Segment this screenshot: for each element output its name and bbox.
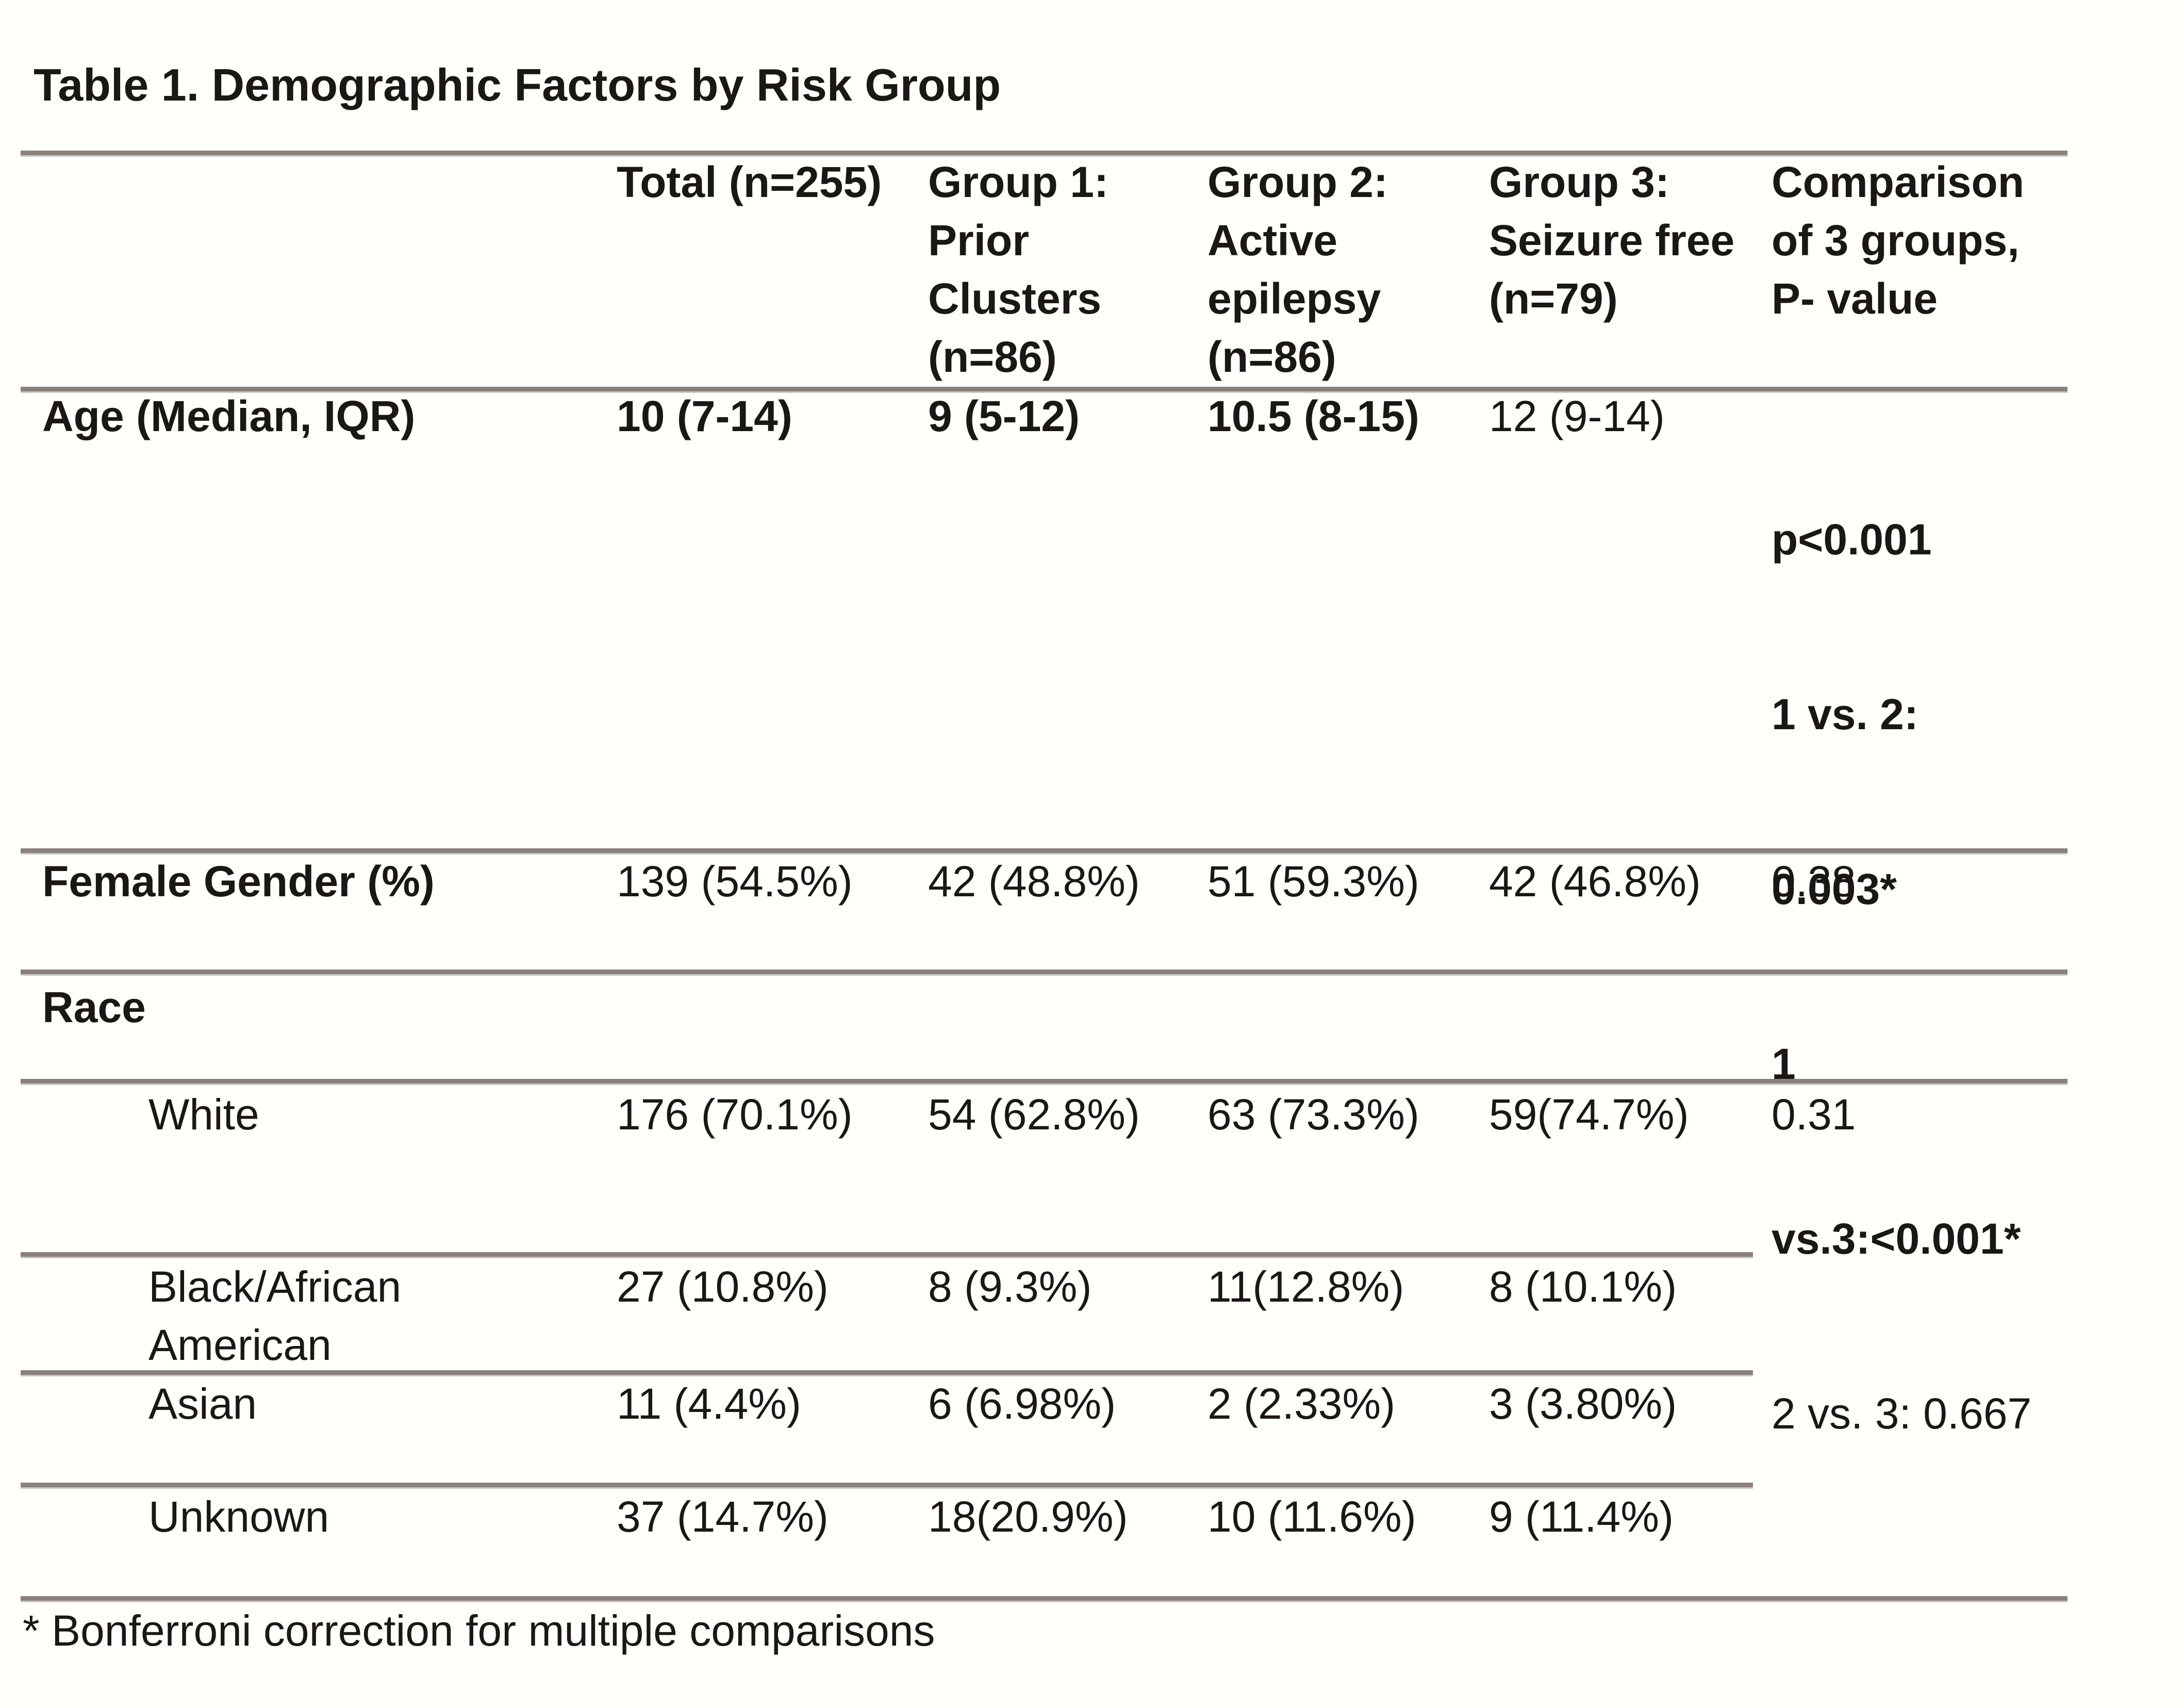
cell-unknown-group3: 9 (11.4%)	[1489, 1492, 1674, 1541]
cell-white-group2: 63 (73.3%)	[1207, 1090, 1419, 1139]
table-rule-header-bottom	[21, 387, 2067, 393]
cell-unknown-group1: 18(20.9%)	[928, 1492, 1128, 1541]
cell-asian-group2: 2 (2.33%)	[1207, 1379, 1396, 1428]
cell-white-group3: 59(74.7%)	[1489, 1090, 1689, 1139]
age-pvalue-line-3: 0.003*	[1772, 865, 1897, 913]
cell-black-group2: 11(12.8%)	[1207, 1262, 1404, 1311]
table-rule-above-female	[21, 848, 2067, 855]
cell-unknown-group2: 10 (11.6%)	[1207, 1492, 1416, 1541]
table-rule-above-black	[21, 1252, 1753, 1258]
row-label-unknown: Unknown	[148, 1492, 329, 1541]
cell-white-pvalue: 0.31	[1772, 1090, 1856, 1139]
age-pvalue-line-2: 1 vs. 2:	[1772, 690, 1918, 738]
cell-female-group1: 42 (48.8%)	[928, 857, 1140, 906]
header-cell-group1: Group 1: Prior Clusters (n=86)	[928, 158, 1108, 381]
cell-white-total: 176 (70.1%)	[617, 1090, 853, 1139]
row-label-asian: Asian	[148, 1379, 257, 1428]
row-label-race: Race	[42, 983, 146, 1031]
cell-female-group3: 42 (46.8%)	[1489, 857, 1701, 906]
cell-age-pvalue: p<0.001 1 vs. 2: 0.003* 1 vs.3:<0.001* 2…	[1772, 394, 2031, 1559]
cell-black-total: 27 (10.8%)	[617, 1262, 829, 1311]
table-title: Table 1. Demographic Factors by Risk Gro…	[34, 59, 1001, 110]
header-cell-group2: Group 2: Active epilepsy (n=86)	[1207, 158, 1388, 381]
table-rule-bottom	[21, 1596, 2067, 1602]
cell-female-pvalue: 0.38	[1772, 857, 1856, 906]
cell-black-group1: 8 (9.3%)	[928, 1262, 1092, 1311]
header-cell-total: Total (n=255)	[617, 158, 882, 206]
cell-asian-group3: 3 (3.80%)	[1489, 1379, 1677, 1428]
table-rule-below-race	[21, 1079, 2067, 1085]
row-label-white: White	[148, 1090, 259, 1139]
row-label-female-gender: Female Gender (%)	[42, 857, 435, 906]
cell-female-total: 139 (54.5%)	[617, 857, 853, 906]
age-pvalue-line-1: p<0.001	[1772, 515, 1932, 564]
cell-asian-total: 11 (4.4%)	[617, 1379, 801, 1428]
cell-age-group3: 12 (9-14)	[1489, 392, 1665, 440]
cell-black-group3: 8 (10.1%)	[1489, 1262, 1677, 1311]
cell-unknown-total: 37 (14.7%)	[617, 1492, 829, 1541]
cell-age-total: 10 (7-14)	[617, 392, 792, 440]
table-footnote: * Bonferroni correction for multiple com…	[23, 1606, 935, 1655]
table-rule-above-asian	[21, 1370, 1753, 1376]
row-label-black-african-american: Black/African American	[148, 1262, 402, 1369]
cell-white-group1: 54 (62.8%)	[928, 1090, 1140, 1139]
cell-age-group1: 9 (5-12)	[928, 392, 1080, 440]
cell-asian-group1: 6 (6.98%)	[928, 1379, 1116, 1428]
row-label-age: Age (Median, IQR)	[42, 392, 416, 440]
cell-age-group2: 10.5 (8-15)	[1207, 392, 1419, 440]
age-pvalue-line-5: vs.3:<0.001*	[1772, 1214, 2021, 1263]
table-rule-above-unknown	[21, 1483, 1753, 1489]
table-rule-top	[21, 151, 2067, 157]
table-rule-below-female	[21, 970, 2067, 976]
header-cell-comparison: Comparison of 3 groups, P- value	[1772, 158, 2025, 323]
cell-female-group2: 51 (59.3%)	[1207, 857, 1419, 906]
age-pvalue-line-6: 2 vs. 3: 0.667	[1772, 1389, 2032, 1438]
header-cell-group3: Group 3: Seizure free (n=79)	[1489, 158, 1735, 323]
